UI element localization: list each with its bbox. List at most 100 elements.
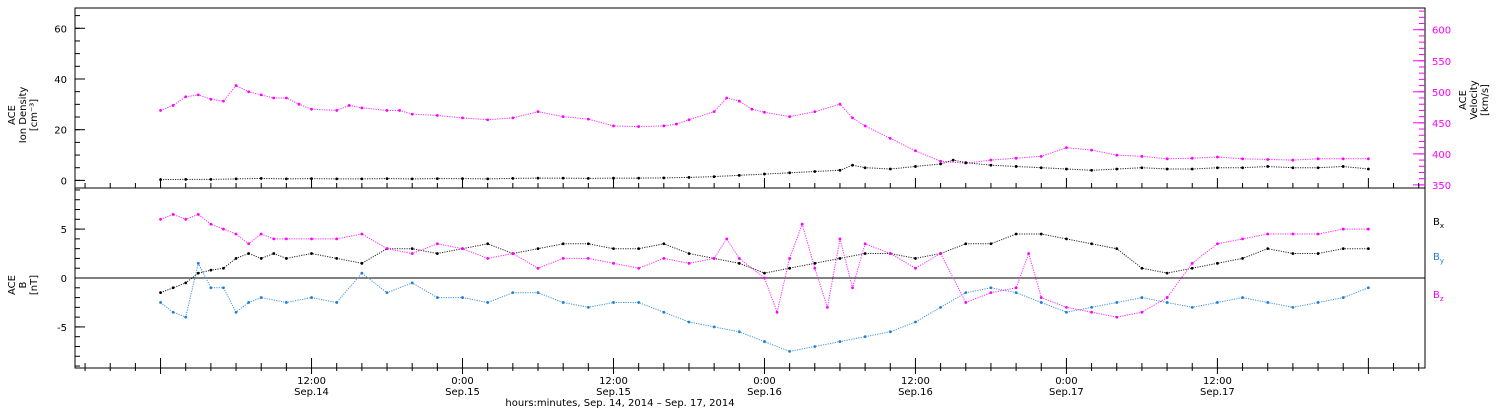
velocity-series-point bbox=[335, 109, 339, 112]
by-series-point bbox=[737, 330, 741, 334]
legend-label: B bbox=[1433, 217, 1440, 228]
bz-series-point bbox=[486, 257, 490, 260]
density-series-point bbox=[888, 167, 892, 171]
bz-series-point bbox=[939, 252, 943, 255]
x-tick-time-label: 0:00 bbox=[753, 376, 775, 387]
density-series-point bbox=[1366, 167, 1370, 171]
bz-series-point bbox=[914, 266, 917, 270]
bz-series-point bbox=[259, 232, 263, 236]
velocity-series-point bbox=[888, 136, 892, 140]
velocity-series-point bbox=[1140, 154, 1144, 158]
by-series-point bbox=[1115, 301, 1119, 304]
velocity-series-point bbox=[184, 95, 188, 99]
bx-series-point bbox=[222, 266, 225, 270]
bx-series-point bbox=[1266, 247, 1270, 251]
bx-series-point bbox=[171, 286, 175, 290]
density-series-point bbox=[1266, 165, 1270, 168]
legend-subscript: z bbox=[1440, 295, 1444, 303]
velocity-series-point bbox=[1291, 158, 1295, 162]
velocity-series-point bbox=[763, 110, 766, 114]
density-tick-label: 0 bbox=[61, 176, 67, 187]
density-series-point bbox=[435, 177, 439, 181]
density-axis-title-line: [cm⁻³] bbox=[29, 99, 40, 131]
velocity-series-point bbox=[687, 118, 691, 122]
bz-series-point bbox=[196, 213, 200, 216]
bz-series-point bbox=[586, 257, 590, 260]
density-series-point bbox=[234, 177, 238, 181]
bz-series-point bbox=[272, 237, 276, 241]
by-series-point bbox=[939, 305, 943, 309]
bx-series-point bbox=[209, 268, 213, 272]
velocity-series-line bbox=[160, 84, 1369, 164]
bx-series-point bbox=[1140, 266, 1144, 270]
density-series-point bbox=[1090, 168, 1093, 172]
bx-series-point bbox=[486, 242, 490, 246]
bx-series-point bbox=[687, 252, 691, 255]
velocity-series-point bbox=[360, 106, 364, 110]
by-series-point bbox=[1266, 301, 1270, 304]
density-series-point bbox=[687, 175, 691, 179]
velocity-series-point bbox=[1190, 156, 1194, 160]
bz-series-point bbox=[1341, 227, 1345, 231]
bz-series-point bbox=[989, 291, 993, 295]
density-series-point bbox=[914, 165, 917, 168]
by-series-point bbox=[259, 296, 263, 299]
velocity-series-point bbox=[511, 116, 515, 120]
top-panel-frame bbox=[74, 7, 1426, 189]
density-series-point bbox=[712, 175, 716, 178]
legend-bz: Bz bbox=[1433, 290, 1444, 303]
bz-series-point bbox=[1014, 286, 1018, 290]
velocity-series-point bbox=[863, 124, 867, 128]
by-series-point bbox=[1065, 310, 1068, 314]
by-series-point bbox=[687, 320, 691, 324]
by-series-point bbox=[1165, 301, 1169, 304]
bz-series-point bbox=[184, 217, 188, 221]
density-series-point bbox=[763, 172, 766, 176]
bx-series-point bbox=[964, 242, 968, 246]
bx-series-point bbox=[1090, 242, 1093, 246]
bz-series-point bbox=[1039, 296, 1043, 299]
x-tick-time-label: 0:00 bbox=[1055, 376, 1077, 387]
bx-series-point bbox=[914, 257, 917, 260]
bz-series-point bbox=[888, 252, 892, 255]
bx-series-point bbox=[159, 291, 162, 295]
velocity-series-point bbox=[1014, 156, 1018, 160]
bz-series-point bbox=[725, 237, 729, 241]
bz-series-point bbox=[825, 305, 829, 309]
density-series-point bbox=[536, 176, 540, 180]
by-series-point bbox=[1241, 296, 1244, 299]
velocity-series-point bbox=[398, 109, 402, 112]
velocity-series-point bbox=[1039, 154, 1043, 158]
bx-series-point bbox=[310, 252, 313, 255]
velocity-series-point bbox=[1165, 157, 1169, 161]
bz-series-point bbox=[964, 301, 968, 304]
bx-series-point bbox=[1241, 257, 1244, 260]
velocity-series-point bbox=[674, 122, 678, 126]
by-series-point bbox=[209, 286, 213, 290]
by-series-point bbox=[1140, 296, 1144, 299]
bx-series-point bbox=[272, 252, 276, 255]
by-series-point bbox=[1090, 305, 1093, 309]
bx-series-point bbox=[234, 257, 238, 260]
density-series-point bbox=[951, 158, 955, 162]
bz-series-point bbox=[1266, 232, 1270, 236]
by-series-point bbox=[712, 325, 716, 329]
bx-series-point bbox=[737, 261, 741, 265]
density-series-point bbox=[1140, 166, 1144, 170]
velocity-series-point bbox=[1316, 157, 1320, 161]
density-tick-label: 20 bbox=[54, 126, 67, 137]
bz-series-point bbox=[1190, 261, 1194, 265]
x-tick-time-label: 12:00 bbox=[297, 376, 326, 387]
density-series-point bbox=[637, 176, 641, 180]
density-series-point bbox=[486, 177, 490, 181]
density-series-point bbox=[385, 177, 389, 181]
bz-series-point bbox=[1065, 305, 1068, 309]
by-series-point bbox=[1341, 296, 1345, 299]
bx-series-point bbox=[838, 257, 842, 260]
x-tick-date-label: Sep.17 bbox=[1049, 387, 1084, 398]
by-series-line bbox=[160, 261, 1369, 352]
bz-series-point bbox=[788, 257, 792, 260]
by-series-point bbox=[662, 310, 666, 314]
velocity-series-point bbox=[1065, 146, 1068, 150]
bx-series-point bbox=[1115, 247, 1119, 251]
